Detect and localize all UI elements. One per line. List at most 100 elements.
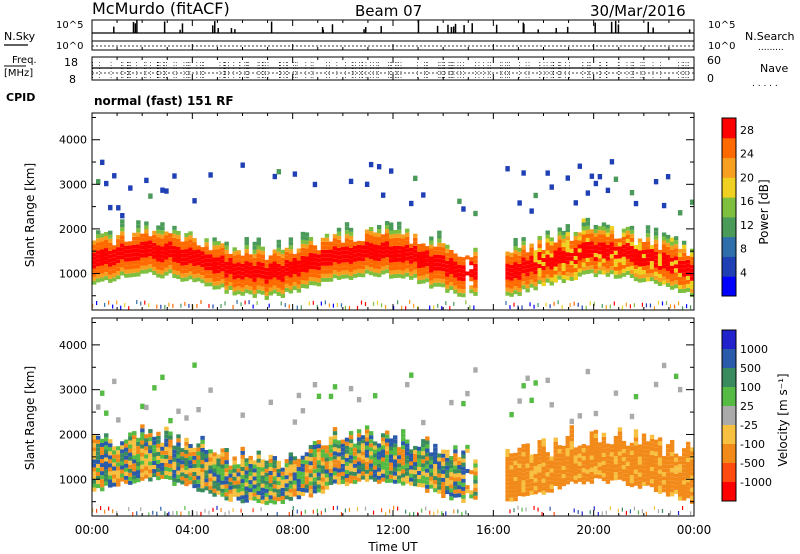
heatmap-cell [224,277,229,282]
heatmap-cell [525,491,530,496]
heatmap-cell [252,289,257,294]
heatmap-cell [300,491,306,497]
heatmap-cell [629,189,635,196]
heatmap-cell [625,246,631,251]
heatmap-cell [553,246,558,251]
heatmap-cell [521,448,526,453]
heatmap-cell [441,449,446,454]
heatmap-cell [473,467,478,472]
heatmap-cell [653,235,659,240]
heatmap-cell [224,484,229,489]
heatmap-cell [352,241,358,246]
heatmap-cell [569,425,574,430]
heatmap-cell [529,462,534,467]
heatmap-cell [284,255,290,260]
heatmap-cell [268,479,273,484]
heatmap-cell [609,230,615,235]
heatmap-cell [228,473,233,478]
heatmap-cell [637,460,643,465]
heatmap-cell [116,259,121,264]
heatmap-cell [513,237,518,243]
heatmap-cell [276,460,282,465]
heatmap-cell [529,251,534,256]
heatmap-cell [320,257,326,262]
heatmap-cell [188,472,193,477]
heatmap-cell [437,254,442,259]
heatmap-cell [156,249,161,254]
heatmap-cell [340,439,346,444]
ground-noise-cell [553,511,555,516]
ground-noise-cell [409,299,411,304]
heatmap-cell [240,263,245,268]
ground-noise-cell [320,510,322,515]
heatmap-cell [328,249,334,254]
heatmap-cell [453,277,458,282]
heatmap-cell [184,241,189,246]
heatmap-cell [356,457,362,462]
heatmap-cell [336,247,342,252]
heatmap-cell [92,260,97,265]
ground-noise-cell [669,304,672,309]
heatmap-cell [96,404,101,410]
heatmap-cell [665,464,671,469]
heatmap-cell [393,471,398,476]
heatmap-cell [336,468,342,473]
heatmap-cell [521,277,526,282]
heatmap-cell [661,362,667,369]
heatmap-cell [96,435,101,440]
heatmap-cell [216,486,221,491]
heatmap-cell [593,441,599,446]
heatmap-cell [681,260,687,265]
heatmap-cell [453,253,458,258]
heatmap-cell [164,267,169,272]
heatmap-cell [605,248,611,253]
heatmap-cell [188,275,193,280]
heatmap-cell [232,271,237,276]
heatmap-cell [569,461,574,466]
heatmap-cell [665,258,671,263]
heatmap-cell [513,278,518,283]
heatmap-cell [132,475,137,480]
heatmap-cell [641,441,647,446]
heatmap-cell [208,258,213,263]
heatmap-cell [328,460,334,465]
heatmap-cell [348,259,354,264]
heatmap-cell [565,240,570,245]
heatmap-cell [240,283,245,288]
heatmap-cell [200,435,205,440]
heatmap-cell [376,451,382,456]
heatmap-cell [284,459,290,464]
heatmap-cell [104,272,109,277]
heatmap-cell [589,173,595,179]
heatmap-cell [296,284,302,289]
heatmap-cell [132,479,137,484]
ground-noise-cell [168,511,170,516]
heatmap-cell [681,488,687,493]
heatmap-cell [180,468,185,473]
heatmap-cell [120,461,125,466]
heatmap-cell [437,473,442,478]
heatmap-cell [104,180,109,187]
heatmap-cell [116,466,121,471]
heatmap-cell [553,457,558,462]
heatmap-cell [272,289,278,294]
heatmap-cell [413,237,418,242]
heatmap-cell [649,261,655,266]
heatmap-cell [348,471,354,476]
heatmap-cell [625,238,631,243]
nsky-tick-high: 10^5 [56,20,83,31]
heatmap-cell [653,247,659,252]
heatmap-cell [112,446,117,451]
heatmap-cell [413,273,418,278]
heatmap-cell [248,496,253,501]
heatmap-cell [433,476,438,481]
heatmap-cell [617,431,623,436]
heatmap-cell [649,463,655,468]
heatmap-cell [152,246,157,251]
heatmap-cell [649,434,655,439]
ground-noise-cell [645,511,648,516]
heatmap-cell [324,257,330,262]
heatmap-cell [256,450,261,455]
heatmap-cell [569,449,574,454]
heatmap-cell [360,265,366,270]
